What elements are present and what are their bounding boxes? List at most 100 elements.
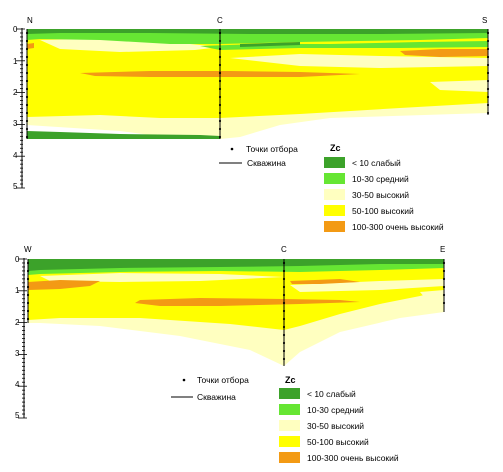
sampling-point — [26, 293, 30, 297]
sampling-point — [218, 71, 222, 75]
profile-strata-top — [27, 29, 488, 139]
zone-100-300 — [290, 279, 360, 284]
sampling-point — [282, 293, 286, 297]
depth-tick-label: 1 — [13, 57, 18, 66]
sampling-point — [486, 87, 490, 91]
sampling-point — [25, 135, 29, 139]
legend-swatch-very-high — [279, 452, 300, 463]
wells-top — [25, 29, 490, 139]
sampling-point — [282, 269, 286, 273]
sampling-points — [26, 261, 446, 361]
sampling-point — [218, 39, 222, 43]
depth-tick-label: 2 — [13, 88, 18, 97]
sampling-point — [442, 277, 446, 281]
point-label-e: E — [440, 245, 445, 254]
sampling-point — [25, 95, 29, 99]
sampling-point — [442, 301, 446, 305]
sampling-point — [282, 333, 286, 337]
zone-100-300 — [28, 280, 100, 290]
sampling-point — [442, 269, 446, 273]
sampling-point — [282, 341, 286, 345]
point-label-n: N — [27, 16, 33, 25]
zone-100-300 — [135, 298, 360, 306]
sampling-point — [218, 63, 222, 67]
sampling-point — [218, 127, 222, 131]
sampling-point — [282, 349, 286, 353]
sampling-point — [282, 309, 286, 313]
depth-tick-label: 1 — [15, 286, 20, 295]
sampling-point — [26, 309, 30, 313]
sampling-point — [25, 63, 29, 67]
sampling-point — [25, 111, 29, 115]
legend-sampling-label: Точки отбора — [197, 375, 249, 385]
section-top: N C S 0 1 2 3 4 5 — [13, 16, 490, 232]
sampling-point — [218, 55, 222, 59]
zone-10-30 — [200, 41, 488, 50]
sampling-point — [25, 47, 29, 51]
depth-tick-label: 4 — [13, 151, 18, 160]
sampling-point — [282, 261, 286, 265]
sampling-point — [25, 103, 29, 107]
legend-swatch-very-high — [324, 221, 345, 232]
legend-class-label: < 10 слабый — [352, 158, 401, 168]
sampling-point-marker — [230, 147, 234, 151]
legend-swatch-high-light — [279, 420, 300, 431]
depth-axis-bottom: 0 1 2 3 4 5 — [15, 255, 27, 420]
legend-class-label: 50-100 высокий — [307, 437, 369, 447]
sampling-point — [26, 301, 30, 305]
sampling-point — [218, 31, 222, 35]
depth-tick-label: 0 — [15, 255, 20, 264]
sampling-point — [26, 285, 30, 289]
zone-30-50-lens — [420, 290, 444, 308]
legend-class-label: 100-300 очень высокий — [307, 453, 399, 463]
legend-top: Точки отбора Скважина Zc < 10 слабый 10-… — [219, 143, 444, 232]
depth-tick-label: 3 — [13, 119, 18, 128]
sampling-point — [25, 127, 29, 131]
zone-30-50-lens — [230, 54, 488, 68]
sampling-point — [26, 269, 30, 273]
profile-strata-bottom — [28, 259, 444, 366]
sampling-point — [218, 135, 222, 139]
sampling-points — [25, 31, 490, 139]
sampling-point — [486, 63, 490, 67]
point-label-c: C — [281, 245, 287, 254]
legend-well-label: Скважина — [197, 392, 236, 402]
legend-swatch-medium — [279, 404, 300, 415]
sampling-point — [486, 103, 490, 107]
legend-swatch-high — [324, 205, 345, 216]
legend-swatch-high-light — [324, 189, 345, 200]
sampling-point — [486, 55, 490, 59]
legend-swatch-weak — [279, 388, 300, 399]
zone-weak — [240, 42, 300, 47]
zone-30-50-lens — [40, 273, 284, 282]
sampling-point — [442, 293, 446, 297]
legend-swatch-medium — [324, 173, 345, 184]
zone-weak — [28, 259, 444, 271]
sampling-point — [25, 79, 29, 83]
legend-class-label: 10-30 средний — [352, 174, 409, 184]
sampling-point — [282, 317, 286, 321]
sampling-point — [218, 103, 222, 107]
zone-30-50-lens — [430, 80, 488, 92]
depth-tick-label: 5 — [15, 411, 20, 420]
depth-tick-label: 5 — [13, 182, 18, 191]
sampling-point — [25, 39, 29, 43]
sampling-point — [25, 31, 29, 35]
section-bottom: W C E 0 1 2 3 4 5 — [15, 245, 445, 463]
legend-class-label: 30-50 высокий — [307, 421, 364, 431]
legend-sampling-label: Точки отбора — [246, 144, 298, 154]
sampling-point — [25, 71, 29, 75]
zone-100-300 — [27, 43, 34, 49]
sampling-point — [282, 285, 286, 289]
legend-class-label: < 10 слабый — [307, 389, 356, 399]
sampling-point — [218, 87, 222, 91]
sampling-point — [25, 87, 29, 91]
sampling-point — [486, 79, 490, 83]
sampling-point — [218, 79, 222, 83]
sampling-point — [218, 111, 222, 115]
sampling-point — [486, 39, 490, 43]
sampling-point — [218, 47, 222, 51]
sampling-point — [218, 119, 222, 123]
sampling-point — [486, 47, 490, 51]
